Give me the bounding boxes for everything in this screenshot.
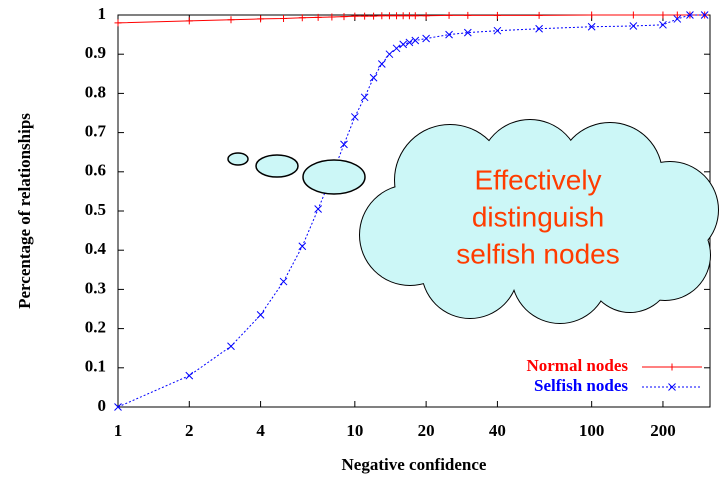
data-marker bbox=[361, 12, 369, 20]
y-tick-label: 0 bbox=[98, 396, 107, 415]
y-tick-label: 0.6 bbox=[85, 161, 106, 180]
data-marker bbox=[422, 34, 430, 43]
data-marker bbox=[114, 19, 122, 27]
y-tick-label: 0.1 bbox=[85, 357, 106, 376]
data-marker bbox=[256, 311, 265, 319]
data-marker bbox=[314, 13, 322, 21]
data-marker bbox=[535, 11, 543, 19]
data-marker bbox=[673, 15, 682, 23]
data-marker bbox=[587, 22, 596, 31]
data-marker bbox=[493, 26, 502, 35]
data-marker bbox=[185, 371, 194, 380]
data-marker bbox=[463, 28, 472, 37]
data-marker bbox=[686, 11, 694, 19]
data-marker bbox=[405, 12, 413, 20]
data-marker bbox=[340, 140, 348, 149]
data-marker bbox=[399, 40, 408, 49]
data-marker bbox=[673, 11, 681, 19]
data-marker bbox=[405, 38, 414, 47]
y-tick-label: 0.2 bbox=[85, 318, 106, 337]
data-marker bbox=[588, 11, 596, 19]
data-marker bbox=[328, 13, 336, 21]
x-tick-label: 20 bbox=[418, 421, 435, 440]
data-marker bbox=[350, 113, 359, 121]
data-marker bbox=[445, 11, 453, 19]
data-marker bbox=[422, 12, 430, 20]
annotation: Effectively bbox=[474, 164, 601, 195]
data-marker bbox=[700, 11, 709, 19]
data-marker bbox=[279, 277, 288, 286]
annotation: distinguish bbox=[472, 201, 604, 232]
data-marker bbox=[445, 30, 453, 39]
data-marker bbox=[340, 13, 348, 21]
x-tick-label: 200 bbox=[650, 421, 676, 440]
data-marker bbox=[280, 15, 288, 23]
data-marker bbox=[360, 93, 369, 102]
y-tick-label: 0.8 bbox=[85, 82, 106, 101]
legend-label: Selfish nodes bbox=[534, 376, 628, 395]
data-marker bbox=[493, 11, 501, 19]
data-marker bbox=[351, 12, 359, 20]
data-marker bbox=[629, 11, 637, 19]
data-marker bbox=[659, 11, 667, 19]
data-marker bbox=[257, 15, 265, 23]
y-tick-label: 1 bbox=[98, 4, 107, 23]
data-marker bbox=[227, 342, 235, 351]
data-marker bbox=[298, 14, 306, 22]
x-tick-label: 10 bbox=[346, 421, 363, 440]
y-tick-label: 0.9 bbox=[85, 43, 106, 62]
data-marker bbox=[411, 36, 420, 45]
data-marker bbox=[385, 50, 394, 59]
data-marker bbox=[411, 12, 419, 20]
data-marker bbox=[114, 403, 122, 411]
y-tick-label: 0.3 bbox=[85, 278, 106, 297]
data-marker bbox=[535, 24, 543, 33]
x-tick-label: 40 bbox=[489, 421, 506, 440]
y-tick-label: 0.7 bbox=[85, 122, 107, 141]
data-marker bbox=[369, 73, 378, 82]
data-marker bbox=[370, 12, 378, 20]
y-axis-label: Percentage of relationships bbox=[15, 113, 34, 309]
y-tick-label: 0.4 bbox=[85, 239, 107, 258]
x-tick-label: 4 bbox=[256, 421, 265, 440]
data-marker bbox=[399, 12, 407, 20]
data-marker bbox=[659, 20, 667, 29]
cloud-fill bbox=[360, 120, 718, 323]
x-tick-label: 1 bbox=[114, 421, 123, 440]
legend-label: Normal nodes bbox=[526, 356, 628, 375]
data-marker bbox=[298, 242, 307, 251]
data-marker bbox=[393, 12, 401, 20]
data-marker bbox=[385, 12, 393, 20]
plot-area: 0 0.1 0.2 0.3 0.4 0.5 0.6 0.7 0.8 0.9 1 1 2 4 10 20 40 10… bbox=[85, 4, 711, 440]
x-tick-label: 2 bbox=[185, 421, 194, 440]
cloud-bubble bbox=[255, 154, 299, 178]
data-marker bbox=[464, 11, 472, 19]
y-tick-label: 0.5 bbox=[85, 200, 106, 219]
data-marker bbox=[378, 12, 386, 20]
data-marker bbox=[314, 205, 322, 213]
x-axis-label: Negative confidence bbox=[342, 455, 487, 474]
data-marker bbox=[185, 17, 193, 25]
data-marker bbox=[227, 16, 235, 24]
data-marker bbox=[629, 22, 638, 30]
legend-marker bbox=[668, 383, 676, 391]
x-tick-label: 100 bbox=[579, 421, 605, 440]
data-marker bbox=[392, 44, 401, 53]
annotation: selfish nodes bbox=[456, 238, 619, 269]
legend-marker bbox=[668, 363, 676, 371]
callout-cloud: Effectively distinguish selfish nodes bbox=[227, 119, 719, 324]
cloud-bubble bbox=[302, 159, 366, 195]
data-marker bbox=[377, 60, 386, 68]
cloud-bubble bbox=[227, 152, 249, 166]
